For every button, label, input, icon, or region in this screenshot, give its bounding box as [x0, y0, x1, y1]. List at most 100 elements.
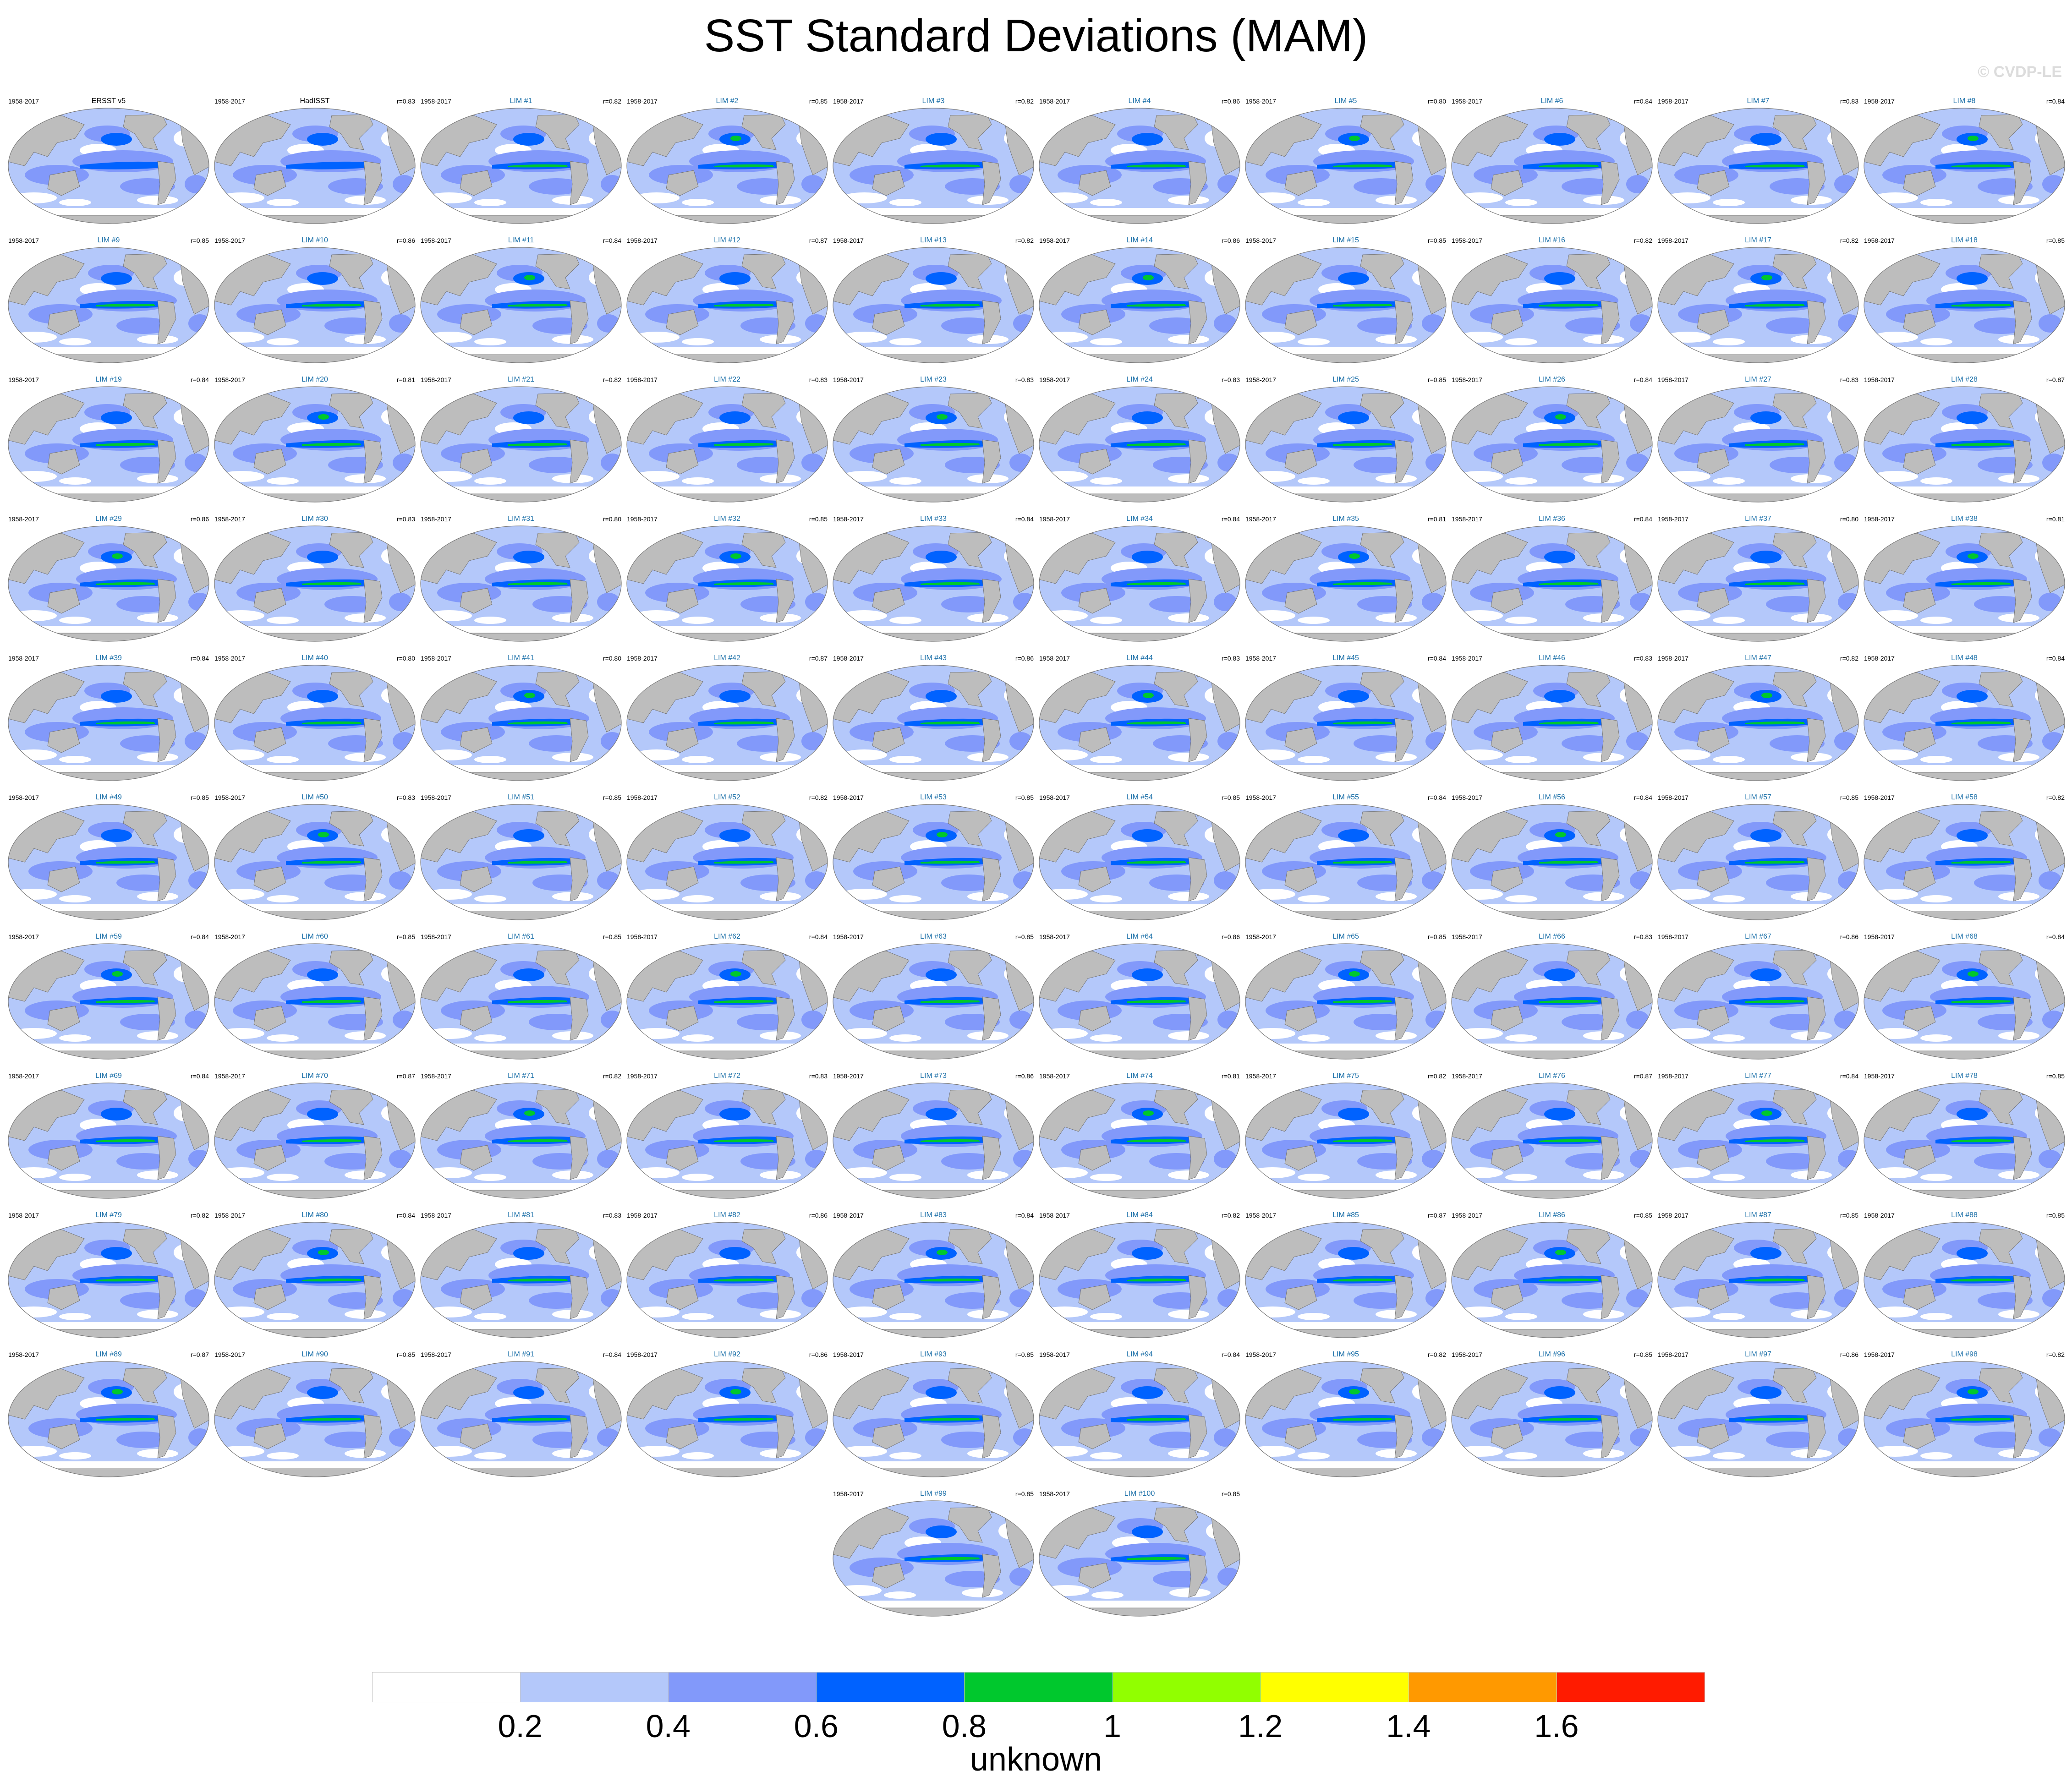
panel-correlation-label: r=0.84 — [1015, 515, 1034, 523]
colorbar-swatch — [964, 1672, 1113, 1702]
map-panel: 1958-2017 LIM #91 r=0.84 — [419, 1350, 623, 1480]
panel-years-label: 1958-2017 — [421, 515, 451, 523]
map-panel: 1958-2017 LIM #67 r=0.86 — [1656, 933, 1860, 1062]
panel-correlation-label: r=0.82 — [1427, 1072, 1446, 1080]
map-panel: 1958-2017 LIM #54 r=0.85 — [1037, 793, 1242, 923]
panel-title: LIM #95 — [1332, 1350, 1359, 1358]
panel-years-label: 1958-2017 — [8, 1351, 39, 1358]
map-panel: 1958-2017 LIM #90 r=0.85 — [213, 1350, 417, 1480]
panel-title: LIM #47 — [1745, 654, 1771, 662]
panel-correlation-label: r=0.83 — [1633, 933, 1652, 940]
panel-title: LIM #69 — [95, 1072, 122, 1080]
map-panel: 1958-2017 LIM #96 r=0.85 — [1450, 1350, 1654, 1480]
panel-title: LIM #37 — [1745, 515, 1771, 523]
panel-title: LIM #93 — [920, 1350, 947, 1358]
panel-correlation-label: r=0.85 — [2046, 1212, 2065, 1219]
map-panel: 1958-2017 LIM #98 r=0.82 — [1862, 1350, 2067, 1480]
panel-years-label: 1958-2017 — [833, 1212, 864, 1219]
panel-title: LIM #63 — [920, 933, 947, 940]
panel-title: LIM #30 — [301, 515, 328, 523]
panel-title: LIM #25 — [1332, 376, 1359, 383]
panel-correlation-label: r=0.87 — [809, 237, 828, 244]
map-panel: 1958-2017 LIM #17 r=0.82 — [1656, 236, 1860, 366]
panel-title: LIM #64 — [1126, 933, 1153, 940]
panel-title: LIM #91 — [508, 1350, 534, 1358]
panel-correlation-label: r=0.83 — [809, 376, 828, 383]
sst-map — [1039, 1500, 1240, 1617]
panel-correlation-label: r=0.84 — [1633, 515, 1652, 523]
sst-map — [626, 943, 828, 1060]
panel-title: LIM #70 — [301, 1072, 328, 1080]
panel-years-label: 1958-2017 — [1658, 237, 1688, 244]
map-panel: 1958-2017 HadISST r=0.83 — [213, 97, 417, 226]
panel-title: LIM #46 — [1539, 654, 1565, 662]
panel-years-label: 1958-2017 — [8, 655, 39, 662]
sst-map — [1039, 247, 1240, 363]
panel-years-label: 1958-2017 — [833, 376, 864, 383]
sst-map — [1864, 1222, 2065, 1338]
colorbar — [372, 1672, 1705, 1702]
panel-correlation-label: r=0.85 — [396, 1351, 415, 1358]
panel-correlation-label: r=0.82 — [1427, 1351, 1446, 1358]
map-panel: 1958-2017 LIM #20 r=0.81 — [213, 376, 417, 505]
panel-years-label: 1958-2017 — [1039, 1072, 1070, 1080]
sst-map — [1245, 665, 1447, 781]
sst-map — [626, 804, 828, 920]
panel-title: LIM #81 — [508, 1211, 534, 1219]
map-panel: 1958-2017 LIM #47 r=0.82 — [1656, 654, 1860, 783]
sst-map — [1245, 1361, 1447, 1477]
panel-title: LIM #80 — [301, 1211, 328, 1219]
sst-map — [8, 943, 209, 1060]
sst-map — [1451, 1082, 1653, 1199]
panel-title: LIM #75 — [1332, 1072, 1359, 1080]
map-panel: 1958-2017 LIM #77 r=0.84 — [1656, 1072, 1860, 1201]
map-panel: 1958-2017 LIM #63 r=0.85 — [831, 933, 1036, 1062]
map-panel: 1958-2017 LIM #24 r=0.83 — [1037, 376, 1242, 505]
sst-map — [8, 1222, 209, 1338]
panel-title: LIM #12 — [714, 236, 740, 244]
sst-map — [1657, 247, 1859, 363]
panel-years-label: 1958-2017 — [1245, 933, 1276, 940]
sst-map — [1451, 665, 1653, 781]
sst-map — [626, 386, 828, 503]
panel-years-label: 1958-2017 — [1452, 515, 1482, 523]
panel-years-label: 1958-2017 — [1245, 515, 1276, 523]
sst-map — [420, 943, 622, 1060]
sst-map — [214, 804, 416, 920]
panel-correlation-label: r=0.82 — [603, 98, 621, 105]
colorbar-tick-label: 1.4 — [1386, 1708, 1431, 1744]
sst-map — [8, 665, 209, 781]
panel-correlation-label: r=0.82 — [1840, 655, 1858, 662]
map-panel: 1958-2017 LIM #39 r=0.84 — [6, 654, 211, 783]
panel-correlation-label: r=0.82 — [2046, 794, 2065, 801]
panel-years-label: 1958-2017 — [214, 1072, 245, 1080]
map-panel: 1958-2017 LIM #78 r=0.85 — [1862, 1072, 2067, 1201]
panel-years-label: 1958-2017 — [8, 794, 39, 801]
sst-map — [1245, 525, 1447, 642]
map-panel: 1958-2017 LIM #14 r=0.86 — [1037, 236, 1242, 366]
panel-correlation-label: r=0.86 — [1221, 933, 1240, 940]
panel-title: LIM #92 — [714, 1350, 740, 1358]
sst-map — [214, 525, 416, 642]
map-panel: 1958-2017 LIM #5 r=0.80 — [1244, 97, 1448, 226]
panel-title: LIM #60 — [301, 933, 328, 940]
panel-correlation-label: r=0.85 — [1221, 1490, 1240, 1498]
figure-title: SST Standard Deviations (MAM) — [704, 10, 1368, 61]
sst-map — [833, 665, 1034, 781]
panel-title: HadISST — [300, 97, 330, 105]
panel-title: LIM #34 — [1126, 515, 1153, 523]
panel-title: LIM #18 — [1951, 236, 1978, 244]
panel-years-label: 1958-2017 — [1245, 794, 1276, 801]
panel-title: LIM #72 — [714, 1072, 740, 1080]
sst-map — [1451, 108, 1653, 224]
panel-years-label: 1958-2017 — [421, 1351, 451, 1358]
panel-years-label: 1958-2017 — [1658, 794, 1688, 801]
panel-correlation-label: r=0.82 — [1221, 1212, 1240, 1219]
panel-title: LIM #49 — [95, 793, 122, 801]
panel-years-label: 1958-2017 — [1452, 1072, 1482, 1080]
panel-title: LIM #15 — [1332, 236, 1359, 244]
panel-years-label: 1958-2017 — [214, 515, 245, 523]
panel-title: LIM #55 — [1332, 793, 1359, 801]
panel-years-label: 1958-2017 — [1039, 515, 1070, 523]
panel-title: LIM #11 — [508, 236, 534, 244]
